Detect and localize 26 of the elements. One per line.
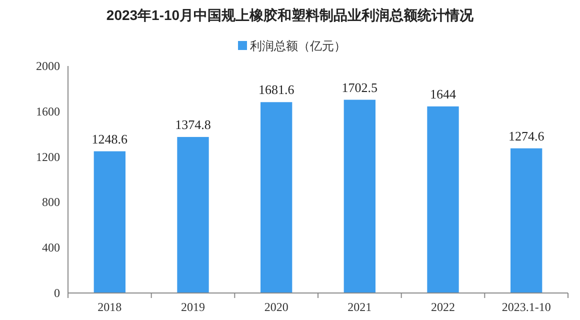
- bar: [260, 102, 292, 293]
- y-tick-label: 1200: [36, 150, 60, 164]
- x-tick-label: 2018: [98, 300, 122, 314]
- y-tick-label: 2000: [36, 59, 60, 73]
- bar: [177, 136, 209, 293]
- chart-title: 2023年1-10月中国规上橡胶和塑料制品业利润总额统计情况: [106, 7, 475, 23]
- data-label: 1274.6: [508, 128, 545, 144]
- x-tick-label: 2021: [348, 300, 372, 314]
- y-tick-label: 800: [42, 195, 60, 210]
- data-label: 1248.6: [92, 131, 128, 146]
- y-tick-label: 0: [54, 286, 60, 300]
- x-tick-label: 2020: [264, 300, 288, 314]
- x-tick-label: 2023.1-10: [502, 300, 551, 314]
- x-tick-label: 2022: [431, 300, 455, 314]
- legend-label: 利润总额（亿元）: [250, 39, 346, 53]
- x-tick-label: 2019: [181, 300, 205, 314]
- bar: [510, 148, 542, 293]
- data-label: 1681.6: [258, 82, 295, 98]
- data-label: 1644: [430, 86, 456, 102]
- data-label: 1374.8: [175, 116, 211, 132]
- y-tick-label: 400: [42, 240, 60, 255]
- bar: [344, 100, 376, 293]
- y-tick-label: 1600: [36, 104, 60, 118]
- bar: [94, 151, 126, 293]
- data-label: 1702.5: [342, 80, 378, 95]
- bar: [427, 106, 459, 293]
